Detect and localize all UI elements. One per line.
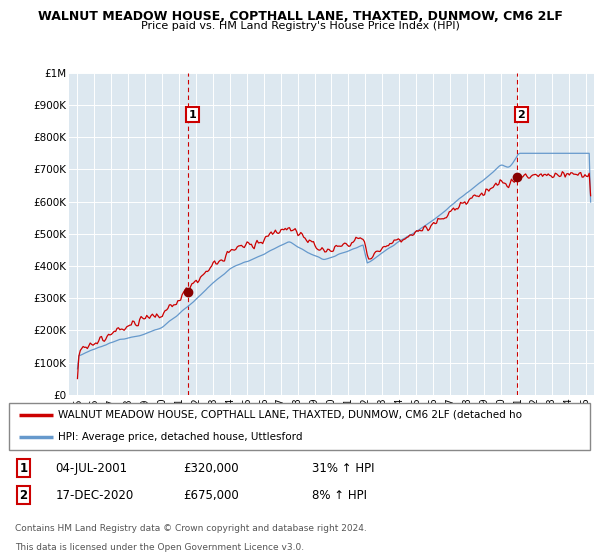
Text: 1: 1 [188, 110, 196, 120]
Text: WALNUT MEADOW HOUSE, COPTHALL LANE, THAXTED, DUNMOW, CM6 2LF: WALNUT MEADOW HOUSE, COPTHALL LANE, THAX… [38, 10, 562, 23]
Text: 8% ↑ HPI: 8% ↑ HPI [311, 489, 367, 502]
Text: 2: 2 [19, 489, 28, 502]
Text: HPI: Average price, detached house, Uttlesford: HPI: Average price, detached house, Uttl… [58, 432, 303, 442]
Text: 17-DEC-2020: 17-DEC-2020 [56, 489, 134, 502]
Text: Contains HM Land Registry data © Crown copyright and database right 2024.: Contains HM Land Registry data © Crown c… [15, 524, 367, 533]
Text: 31% ↑ HPI: 31% ↑ HPI [311, 461, 374, 474]
Text: Price paid vs. HM Land Registry's House Price Index (HPI): Price paid vs. HM Land Registry's House … [140, 21, 460, 31]
Text: 04-JUL-2001: 04-JUL-2001 [56, 461, 128, 474]
FancyBboxPatch shape [9, 403, 590, 450]
Text: 2: 2 [517, 110, 525, 120]
Text: WALNUT MEADOW HOUSE, COPTHALL LANE, THAXTED, DUNMOW, CM6 2LF (detached ho: WALNUT MEADOW HOUSE, COPTHALL LANE, THAX… [58, 410, 523, 420]
Text: £675,000: £675,000 [184, 489, 239, 502]
Text: This data is licensed under the Open Government Licence v3.0.: This data is licensed under the Open Gov… [15, 543, 304, 553]
Text: £320,000: £320,000 [184, 461, 239, 474]
Text: 1: 1 [19, 461, 28, 474]
